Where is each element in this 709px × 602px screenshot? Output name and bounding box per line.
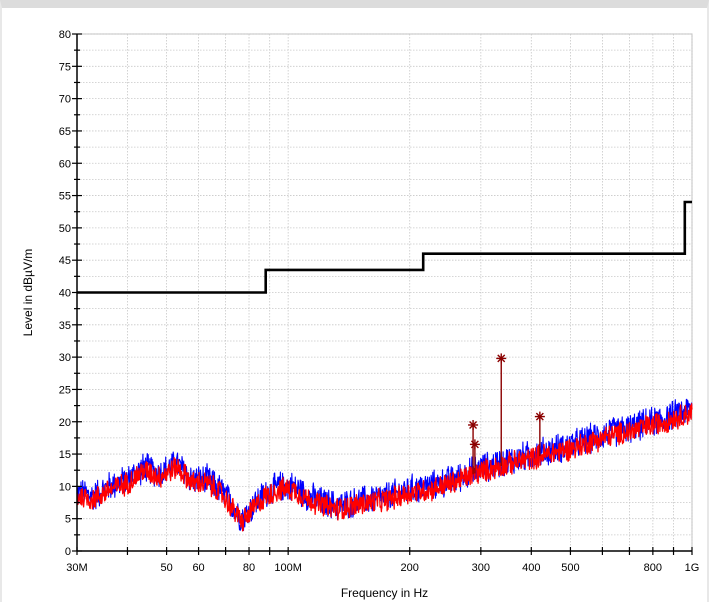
average-trace <box>76 403 693 532</box>
y-tick-label: 20 <box>59 417 71 429</box>
y-tick-label: 5 <box>65 514 71 526</box>
y-tick-label: 40 <box>59 288 71 300</box>
x-tick-label: 50 <box>160 562 172 574</box>
tick-labels: 0 5 10 15 20 25 30 35 40 45 50 55 60 65 70 75 80 30M 50 60 8… <box>59 29 700 574</box>
marker-stroke <box>497 354 506 363</box>
axes <box>72 33 693 555</box>
x-tick-label: 200 <box>401 562 419 574</box>
peak-markers <box>468 353 545 475</box>
x-tick-label: 400 <box>522 562 540 574</box>
limit-line-path <box>77 200 692 294</box>
y-tick-label: 0 <box>65 546 71 558</box>
x-tick-label: 100M <box>274 562 302 574</box>
y-axis-label: Level in dBµV/m <box>21 249 35 337</box>
limit-line <box>77 200 692 294</box>
marker-asterisk <box>469 439 480 450</box>
y-tick-label: 50 <box>59 223 71 235</box>
y-tick-label: 80 <box>59 29 71 41</box>
y-tick-label: 35 <box>59 320 71 332</box>
x-tick-label: 60 <box>192 562 204 574</box>
y-tick-label: 30 <box>59 352 71 364</box>
x-tick-label: 1G <box>685 562 700 574</box>
x-tick-label: 30M <box>66 562 87 574</box>
marker-asterisk <box>496 353 507 364</box>
marker-stroke <box>469 420 478 429</box>
x-tick-label: 800 <box>644 562 662 574</box>
y-tick-label: 15 <box>59 449 71 461</box>
marker-asterisk <box>468 419 479 430</box>
x-axis-label: Frequency in Hz <box>341 586 428 600</box>
y-tick-label: 10 <box>59 481 71 493</box>
marker-asterisk <box>534 411 545 422</box>
y-tick-label: 55 <box>59 191 71 203</box>
y-tick-label: 70 <box>59 94 71 106</box>
y-tick-label: 60 <box>59 158 71 170</box>
marker-stroke <box>470 440 479 449</box>
y-tick-label: 25 <box>59 384 71 396</box>
x-tick-label: 80 <box>243 562 255 574</box>
x-tick-label: 300 <box>472 562 490 574</box>
y-tick-label: 45 <box>59 255 71 267</box>
marker-stroke <box>535 412 544 421</box>
y-tick-label: 65 <box>59 126 71 138</box>
traces <box>76 398 693 532</box>
x-tick-label: 500 <box>561 562 579 574</box>
y-tick-label: 75 <box>59 61 71 73</box>
